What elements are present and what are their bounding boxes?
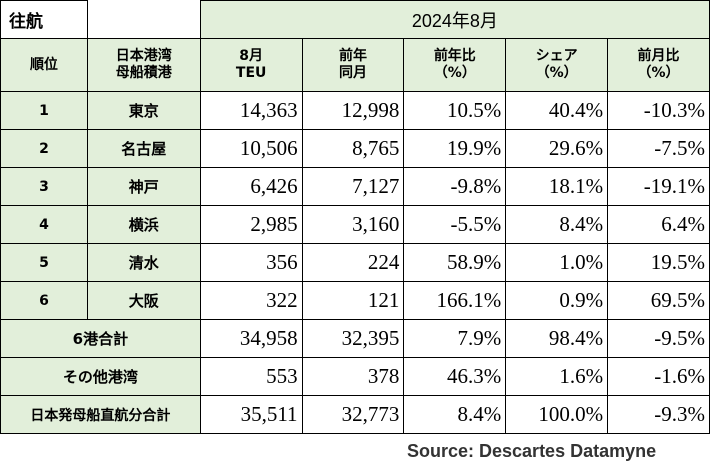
subtotal-row: 日本発母船直航分合計 35,511 32,773 8.4% 100.0% -9.3% (0, 395, 710, 434)
yoy-cell: 8.4% (403, 395, 507, 434)
mom-cell: -9.3% (607, 395, 710, 434)
yoy-cell: 166.1% (403, 281, 507, 320)
subtotal-label: その他港湾 (0, 357, 201, 396)
mom-cell: -19.1% (607, 167, 710, 206)
yoy-cell: 19.9% (403, 129, 507, 168)
prev-cell: 32,395 (301, 319, 405, 358)
prev-year-cell: 3,160 (301, 205, 405, 244)
share-cell: 40.4% (505, 91, 609, 130)
share-cell: 1.0% (505, 243, 609, 282)
port-volume-table: 往航 2024年8月 順位 日本港湾 母船積港 8月 TEU 前年 同月 前年比 （%）… (0, 0, 710, 434)
prev-cell: 378 (301, 357, 405, 396)
prev-year-header: 前年 同月 (301, 38, 405, 92)
table-row: 1 東京 14,363 12,998 10.5% 40.4% -10.3% (0, 91, 710, 130)
share-cell: 8.4% (505, 205, 609, 244)
rank-cell: 2 (0, 129, 88, 168)
yoy-cell: 7.9% (403, 319, 507, 358)
yoy-cell: -9.8% (403, 167, 507, 206)
share-cell: 0.9% (505, 281, 609, 320)
yoy-cell: 46.3% (403, 357, 507, 396)
port-header: 日本港湾 母船積港 (86, 38, 201, 92)
rank-cell: 5 (0, 243, 88, 282)
mom-cell: 6.4% (607, 205, 710, 244)
rank-cell: 4 (0, 205, 88, 244)
yoy-cell: 10.5% (403, 91, 507, 130)
port-cell: 大阪 (86, 281, 201, 320)
prev-cell: 32,773 (301, 395, 405, 434)
prev-year-cell: 7,127 (301, 167, 405, 206)
mom-cell: 69.5% (607, 281, 710, 320)
yoy-cell: -5.5% (403, 205, 507, 244)
share-cell: 1.6% (505, 357, 609, 396)
port-cell: 東京 (86, 91, 201, 130)
mom-header: 前月比 （%） (607, 38, 710, 92)
port-cell: 横浜 (86, 205, 201, 244)
source-note: Source: Descartes Datamyne (407, 441, 657, 461)
rank-cell: 3 (0, 167, 88, 206)
share-cell: 29.6% (505, 129, 609, 168)
rank-cell: 1 (0, 91, 88, 130)
share-cell: 18.1% (505, 167, 609, 206)
table-row: 6 大阪 322 121 166.1% 0.9% 69.5% (0, 281, 710, 320)
teu-cell: 322 (199, 281, 303, 320)
teu-cell: 14,363 (199, 91, 303, 130)
table-row: 2 名古屋 10,506 8,765 19.9% 29.6% -7.5% (0, 129, 710, 168)
period-header: 2024年8月 (199, 0, 710, 39)
mom-cell: -7.5% (607, 129, 710, 168)
port-cell: 神戸 (86, 167, 201, 206)
port-cell: 名古屋 (86, 129, 201, 168)
share-cell: 100.0% (505, 395, 609, 434)
teu-cell: 35,511 (199, 395, 303, 434)
teu-cell: 10,506 (199, 129, 303, 168)
port-cell: 清水 (86, 243, 201, 282)
mom-cell: 19.5% (607, 243, 710, 282)
table-row: 4 横浜 2,985 3,160 -5.5% 8.4% 6.4% (0, 205, 710, 244)
teu-header: 8月 TEU (199, 38, 303, 92)
teu-cell: 2,985 (199, 205, 303, 244)
subtotal-row: その他港湾 553 378 46.3% 1.6% -1.6% (0, 357, 710, 396)
table-row: 5 清水 356 224 58.9% 1.0% 19.5% (0, 243, 710, 282)
rank-header: 順位 (0, 38, 88, 92)
subtotal-label: 6港合計 (0, 319, 201, 358)
prev-year-cell: 12,998 (301, 91, 405, 130)
share-header: シェア （%） (505, 38, 609, 92)
mom-cell: -1.6% (607, 357, 710, 396)
rank-cell: 6 (0, 281, 88, 320)
mom-cell: -10.3% (607, 91, 710, 130)
subtotal-row: 6港合計 34,958 32,395 7.9% 98.4% -9.5% (0, 319, 710, 358)
prev-year-cell: 121 (301, 281, 405, 320)
teu-cell: 356 (199, 243, 303, 282)
prev-year-cell: 224 (301, 243, 405, 282)
teu-cell: 6,426 (199, 167, 303, 206)
teu-cell: 34,958 (199, 319, 303, 358)
teu-cell: 553 (199, 357, 303, 396)
share-cell: 98.4% (505, 319, 609, 358)
table-row: 3 神戸 6,426 7,127 -9.8% 18.1% -19.1% (0, 167, 710, 206)
blank-cell (86, 0, 201, 39)
mom-cell: -9.5% (607, 319, 710, 358)
yoy-cell: 58.9% (403, 243, 507, 282)
direction-label: 往航 (0, 0, 88, 39)
yoy-header: 前年比 （%） (403, 38, 507, 92)
subtotal-label: 日本発母船直航分合計 (0, 395, 201, 434)
prev-year-cell: 8,765 (301, 129, 405, 168)
